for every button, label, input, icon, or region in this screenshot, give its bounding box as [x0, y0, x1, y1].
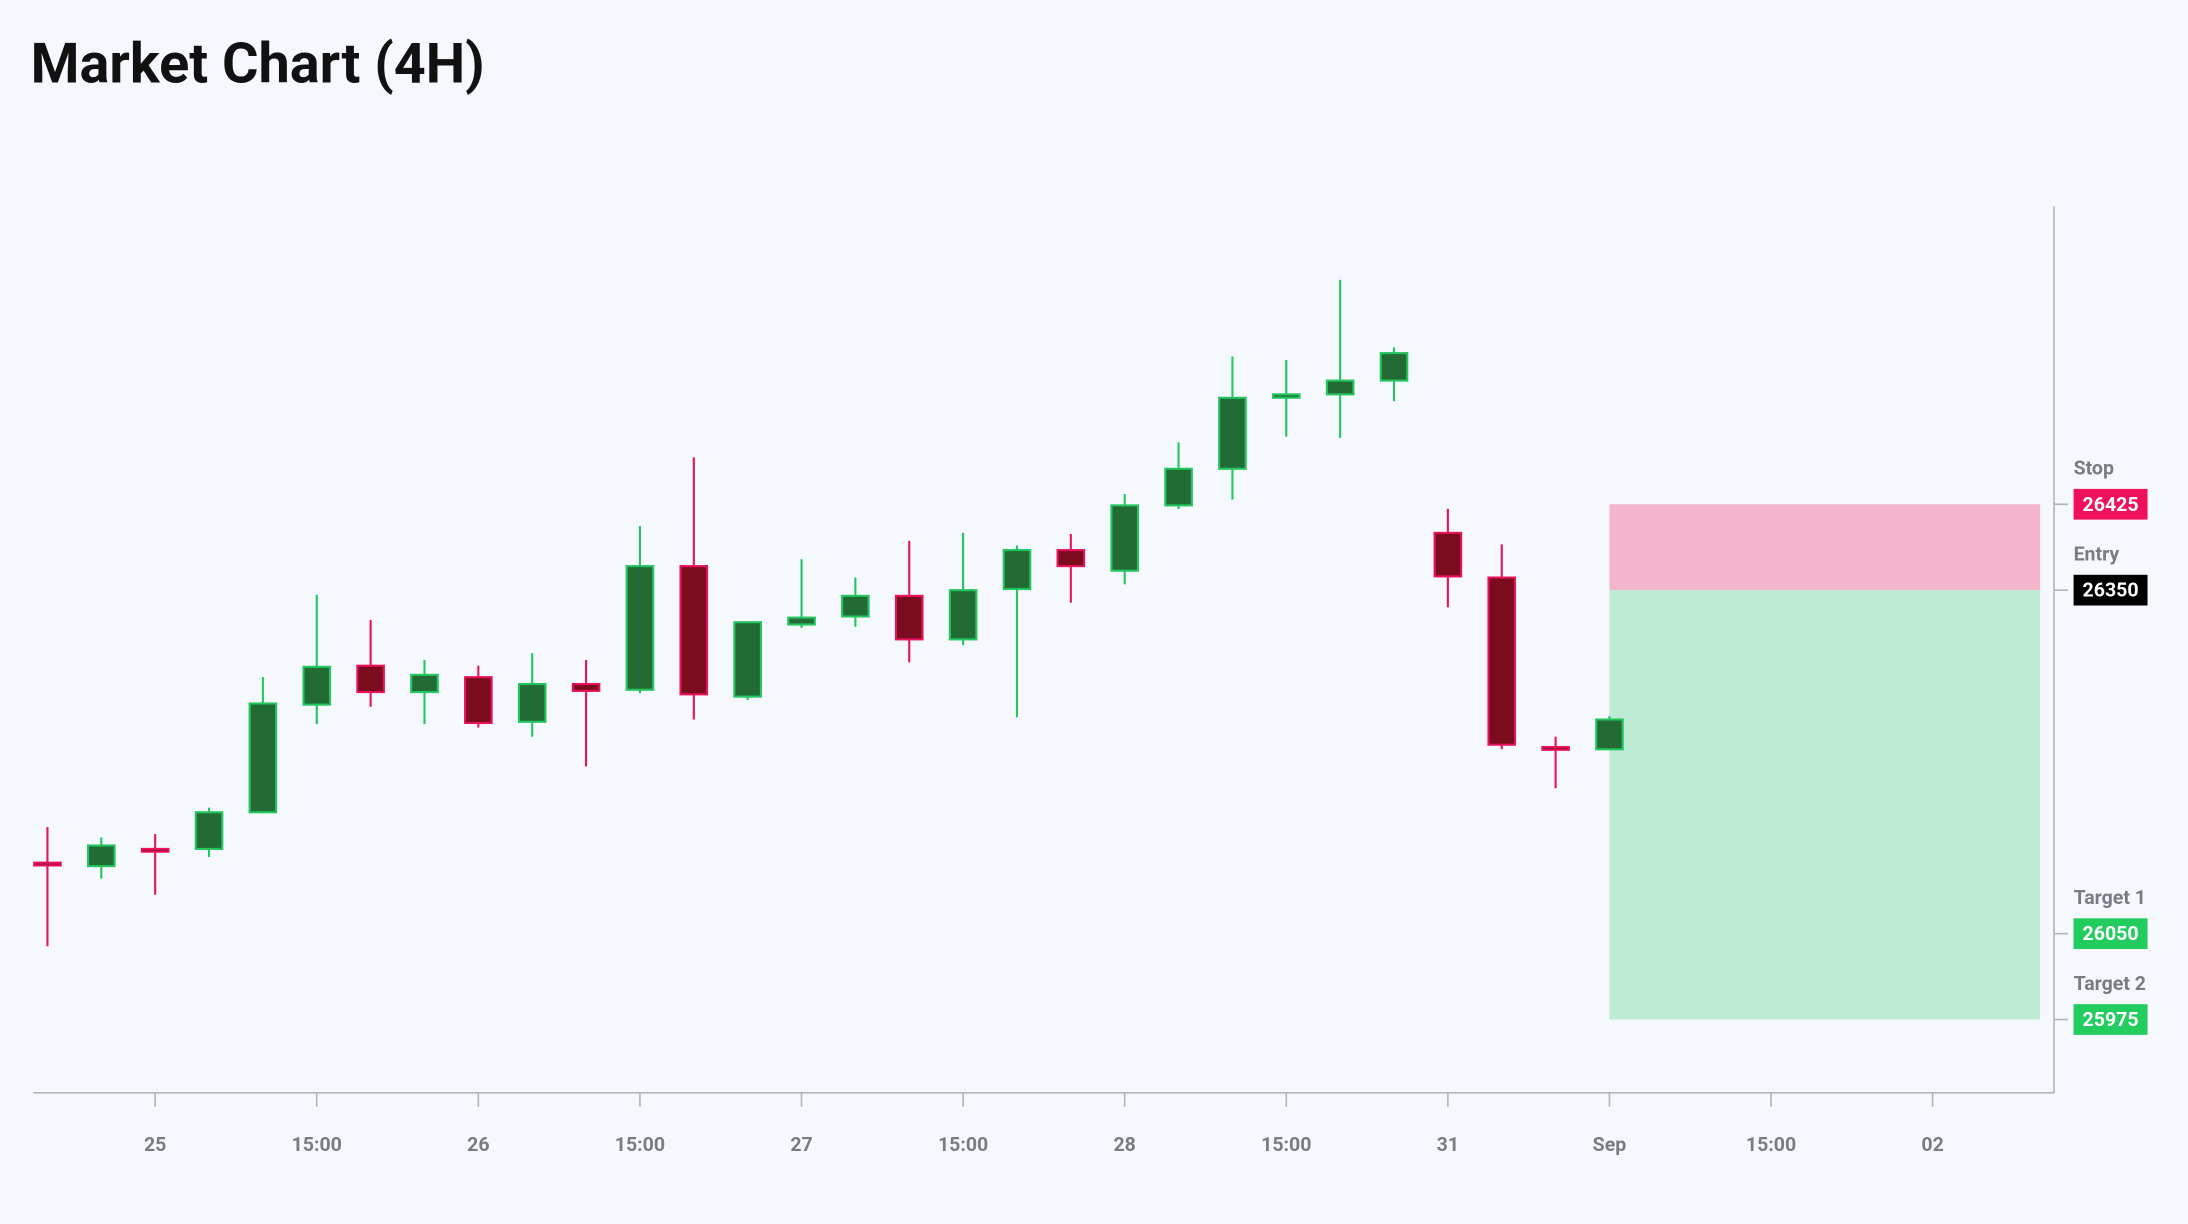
x-tick-label: 28 [1113, 1133, 1135, 1156]
x-tick-label: 26 [467, 1133, 489, 1156]
x-tick-label: 27 [790, 1133, 812, 1156]
level-badge [2073, 1004, 2148, 1035]
x-tick-label: 15:00 [292, 1133, 342, 1156]
candle-body [1433, 531, 1463, 578]
level-badge [2073, 574, 2148, 606]
candle-body [87, 844, 116, 868]
x-tick-label: 15:00 [615, 1133, 665, 1156]
candle-body [571, 682, 601, 692]
candle-body [1110, 504, 1140, 572]
x-tick-label: 15:00 [1746, 1133, 1796, 1156]
level-value: 26350 [2083, 579, 2139, 602]
x-tick-label: 25 [144, 1133, 166, 1156]
candle-body [733, 621, 762, 698]
x-tick-label: 31 [1437, 1133, 1459, 1156]
candle-body [625, 565, 655, 691]
candle-body [679, 565, 709, 696]
candle-body [356, 664, 385, 694]
candle-body [841, 594, 870, 618]
candle-body [464, 676, 493, 725]
x-tick-label: 15:00 [938, 1133, 988, 1156]
candle-body [33, 861, 62, 867]
candle-body [1325, 379, 1355, 396]
x-tick-label: Sep [1593, 1133, 1627, 1156]
candle-body [1056, 549, 1086, 568]
candle-body [410, 673, 439, 694]
candle-body [302, 665, 332, 706]
candle-body [1379, 352, 1409, 382]
position-zone [1609, 590, 2041, 1020]
candle-body [1541, 745, 1570, 751]
candle-body [248, 702, 278, 814]
level-value: 25975 [2083, 1008, 2139, 1031]
candle-body [194, 811, 224, 850]
candle-body [1595, 718, 1624, 751]
candle-body [140, 847, 170, 853]
level-badge [2073, 488, 2148, 520]
x-tick-label: 15:00 [1261, 1133, 1311, 1156]
candle-body [1164, 467, 1193, 507]
level-badge [2073, 918, 2148, 950]
candle-body [517, 682, 547, 723]
x-tick-label: 02 [1921, 1133, 1943, 1156]
position-zone [1609, 504, 2041, 591]
candle-body [948, 589, 978, 641]
level-name: Entry [2074, 542, 2120, 565]
candle-body [1487, 576, 1517, 746]
level-value: 26425 [2083, 493, 2139, 516]
candle-body [787, 616, 816, 626]
level-name: Target 2 [2074, 972, 2146, 995]
candle-body [1271, 393, 1301, 399]
candle-body [1218, 396, 1247, 470]
level-value: 26050 [2083, 922, 2139, 945]
level-name: Target 1 [2074, 886, 2146, 909]
candle-body [894, 594, 924, 641]
candle-body [1002, 549, 1032, 591]
chart-title: Market Chart (4H) [31, 30, 485, 96]
level-name: Stop [2074, 457, 2114, 480]
